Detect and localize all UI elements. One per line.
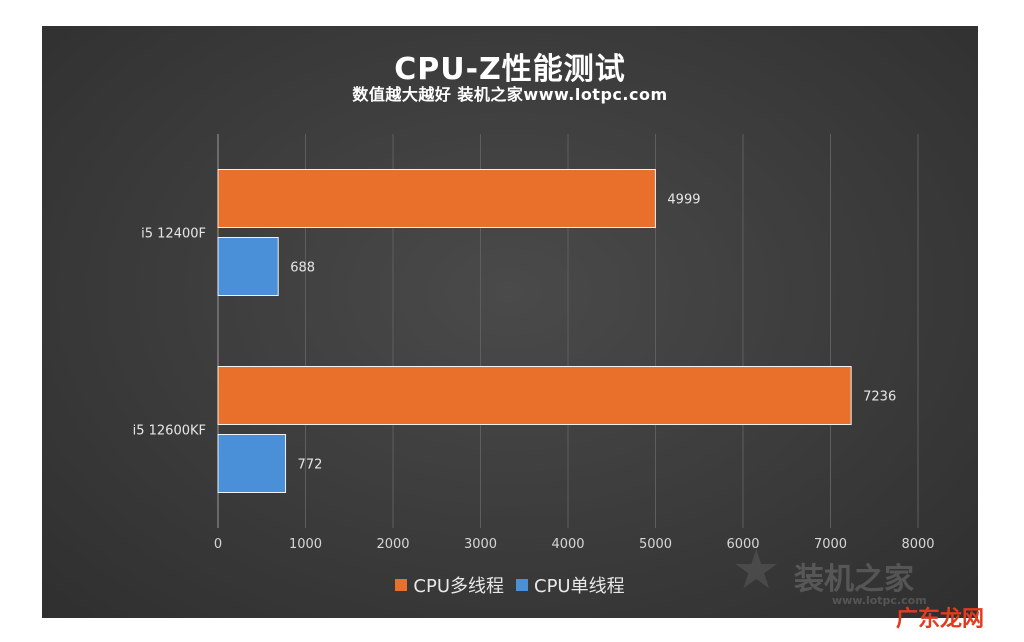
bar — [217, 169, 656, 228]
x-tick-label: 5000 — [639, 537, 672, 552]
bar — [217, 366, 852, 425]
bar-chart: 0 1000 2000 3000 4000 5000 6000 7000 8000 4999 688… — [133, 134, 935, 552]
chart-subtitle: 数值越大越好 装机之家www.lotpc.com — [352, 85, 668, 104]
corner-watermark: 广东龙网 — [896, 607, 985, 632]
data-label: 4999 — [667, 193, 700, 208]
legend-label: CPU多线程 — [413, 576, 504, 597]
category-label: i5 12600KF — [133, 424, 206, 439]
chart-title: CPU-Z性能测试 — [394, 52, 626, 87]
watermark-url: www.lotpc.com — [832, 594, 927, 607]
x-tick-label: 1000 — [289, 537, 322, 552]
x-tick-label: 7000 — [814, 537, 847, 552]
category-label: i5 12400F — [141, 227, 206, 242]
bar — [217, 434, 287, 493]
data-label: 7236 — [863, 390, 896, 405]
x-tick-label: 4000 — [551, 537, 584, 552]
x-tick-label: 2000 — [376, 537, 409, 552]
chart-legend: CPU多线程 CPU单线程 — [42, 572, 978, 598]
x-tick-label: 3000 — [464, 537, 497, 552]
watermark-text: 装机之家 — [794, 562, 914, 597]
legend-swatch — [395, 579, 408, 591]
legend-label: CPU单线程 — [534, 576, 625, 597]
x-tick-label: 8000 — [901, 537, 934, 552]
legend-item-single-thread: CPU单线程 — [516, 572, 625, 598]
data-label: 688 — [290, 261, 315, 276]
watermark-star-icon: ★ — [732, 538, 781, 601]
x-tick-label: 0 — [214, 537, 222, 552]
data-label: 772 — [298, 458, 323, 473]
legend-swatch — [516, 579, 528, 591]
legend-item-multi-thread: CPU多线程 — [395, 572, 504, 598]
x-tick-label: 6000 — [726, 537, 759, 552]
chart-panel: CPU-Z性能测试 数值越大越好 装机之家www.lotpc.com 0 1000… — [42, 26, 978, 618]
bar — [217, 237, 279, 296]
